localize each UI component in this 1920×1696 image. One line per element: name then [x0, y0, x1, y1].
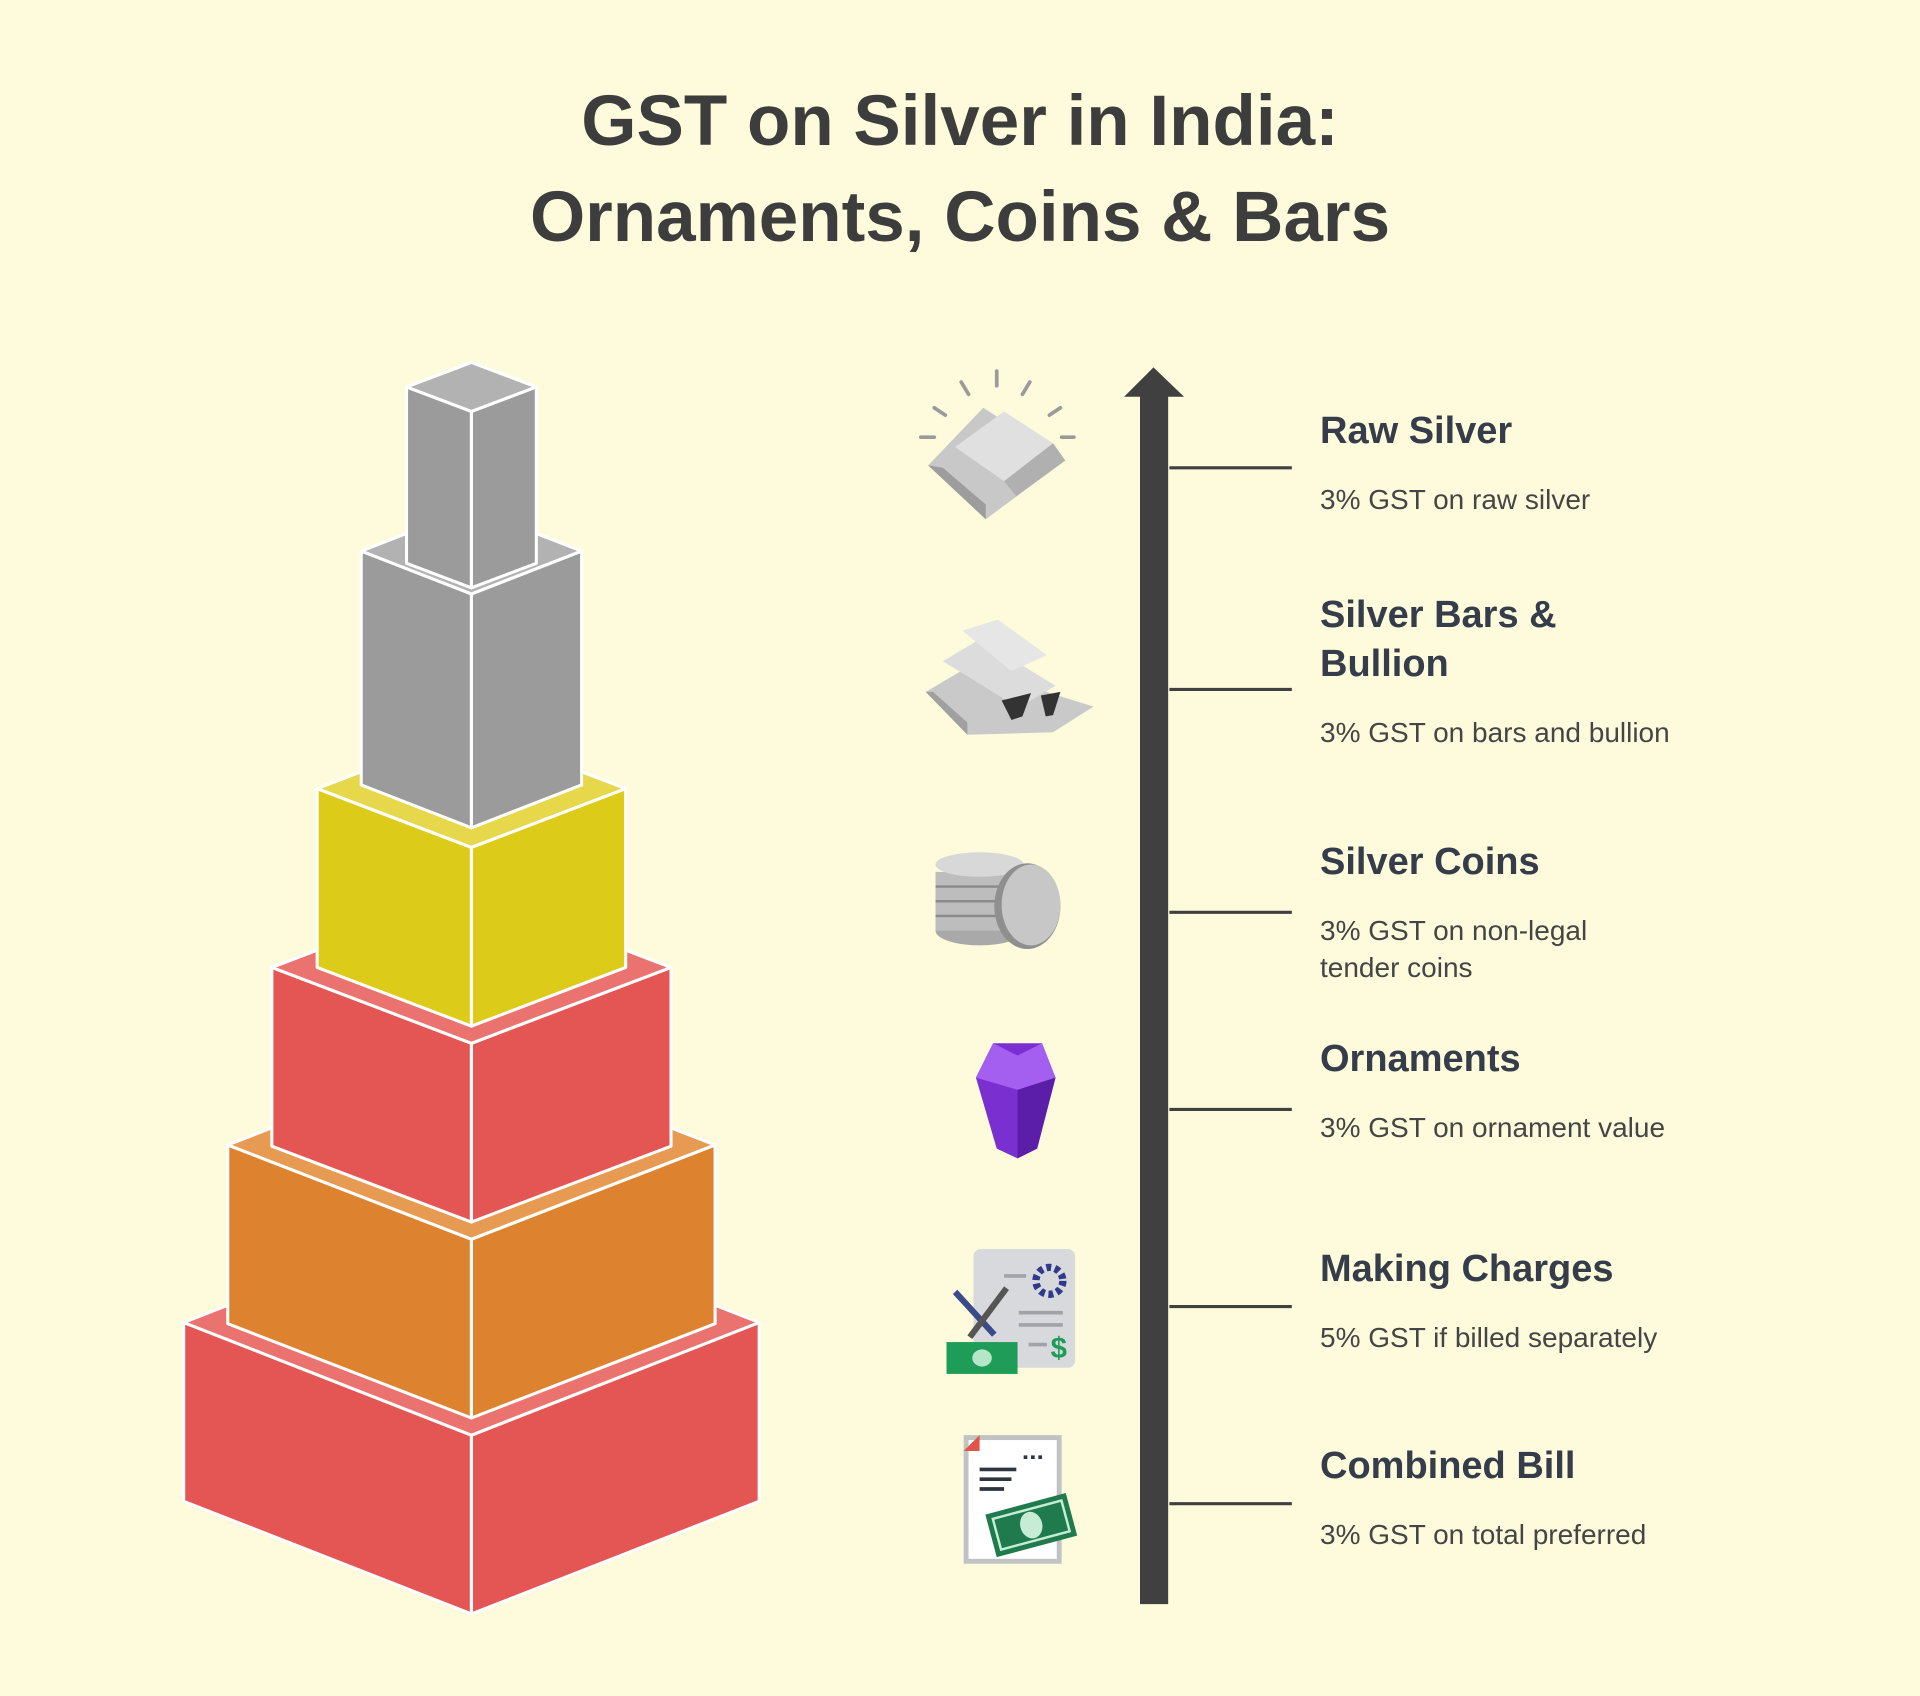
icon-gem	[975, 1043, 1056, 1159]
block-right-face	[469, 549, 584, 830]
title-line: GST on Silver in India:	[581, 82, 1339, 161]
block-left-face	[359, 549, 473, 830]
pyramid	[182, 360, 761, 1616]
item: Raw Silver 3% GST on raw silver	[1320, 407, 1650, 518]
item: Silver Coins 3% GST on non-legal tender c…	[1320, 838, 1650, 986]
item-desc: 5% GST if billed separately	[1320, 1322, 1658, 1353]
icon-coins	[935, 852, 1061, 950]
pyramid-block	[405, 360, 538, 590]
item: Ornaments 3% GST on ornament value	[1320, 1035, 1665, 1146]
item-title: Combined Bill	[1320, 1445, 1576, 1487]
svg-text:$: $	[1051, 1332, 1067, 1365]
title: GST on Silver in India: Ornaments, Coins…	[0, 74, 1920, 266]
icon-silver-bars	[925, 619, 1094, 735]
item-desc: 3% GST on non-legal tender coins	[1320, 915, 1588, 983]
timeline-arrow	[1124, 367, 1185, 1605]
block-left-face	[405, 385, 473, 590]
item-desc: 3% GST on ornament value	[1320, 1112, 1666, 1143]
item-title: Ornaments	[1320, 1038, 1521, 1080]
timeline-ticks	[1169, 466, 1292, 1506]
item-desc: 3% GST on raw silver	[1320, 484, 1591, 515]
item-title: Raw Silver	[1320, 410, 1513, 452]
icon-making-charges: $	[946, 1249, 1076, 1374]
icon-combined-bill	[963, 1435, 1078, 1564]
block-top-face	[405, 360, 538, 413]
item-desc: 3% GST on bars and bullion	[1320, 717, 1670, 748]
item-desc: 3% GST on total preferred	[1320, 1519, 1647, 1550]
item-title: Making Charges	[1320, 1248, 1614, 1290]
item: Making Charges 5% GST if billed separatel…	[1320, 1245, 1657, 1356]
item-title: Silver Bars & Bullion	[1320, 594, 1557, 685]
title-line: Ornaments, Coins & Bars	[529, 178, 1391, 257]
item: Silver Bars & Bullion 3% GST on bars and …	[1320, 591, 1670, 751]
item: Combined Bill 3% GST on total preferred	[1320, 1442, 1650, 1553]
item-title: Silver Coins	[1320, 841, 1540, 883]
block-right-face	[469, 385, 538, 590]
icon-raw-silver	[918, 369, 1076, 520]
